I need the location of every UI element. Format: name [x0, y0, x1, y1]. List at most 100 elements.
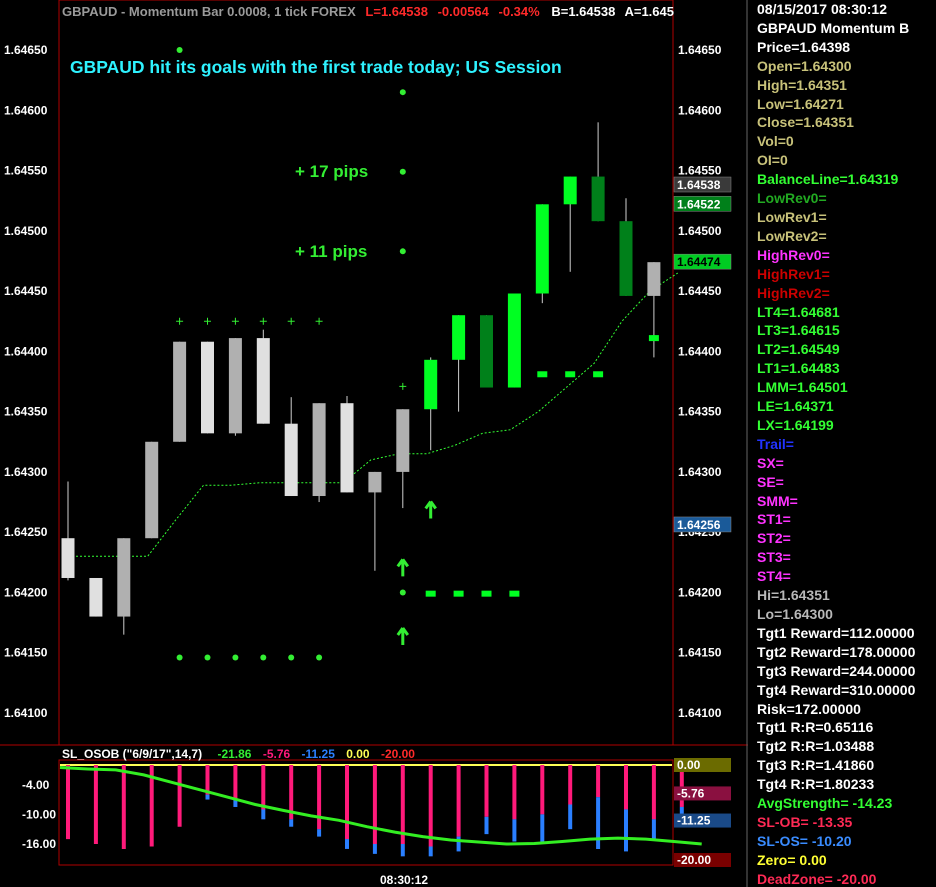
data-window-line: LT3=1.64615: [757, 322, 840, 339]
price-tick-right: 1.64550: [678, 164, 722, 178]
price-tick-left: 1.64500: [4, 224, 48, 238]
price-tick-right: 1.64500: [678, 224, 722, 238]
price-tick-left: 1.64450: [4, 284, 48, 298]
data-window-line: Trail=: [757, 435, 794, 452]
osob-value-5: -20.00: [381, 747, 415, 761]
data-window-line: LT2=1.64549: [757, 341, 840, 358]
low-dot: [176, 654, 183, 661]
candle-body: [591, 176, 605, 222]
level-dash: [509, 590, 520, 597]
candle-body: [647, 262, 661, 296]
data-window-line: OI=0: [757, 152, 788, 169]
plus-mark: [287, 317, 295, 325]
up-arrow: [396, 558, 410, 577]
level-dash: [648, 335, 659, 342]
price-tag-box: [673, 196, 732, 212]
candle-body: [201, 341, 214, 434]
data-window-line: Risk=172.00000: [757, 700, 861, 717]
osob-name: SL_OSOB ("6/9/17",14,7): [62, 747, 202, 761]
price-tick-left: 1.64400: [4, 344, 48, 358]
data-window-line: HighRev0=: [757, 246, 830, 263]
target-dot: [399, 89, 406, 96]
osob-indicator: -4.00 -10.00 -16.00 0.00 -5.76 -11.25 -20.00: [22, 758, 731, 867]
plus-mark: [315, 317, 323, 325]
data-window-line: SE=: [757, 473, 784, 490]
data-window-line: 08/15/2017 08:30:12: [757, 1, 887, 17]
price-tick-left: 1.64150: [4, 646, 48, 660]
data-window-line: SL-OB= -13.35: [757, 813, 853, 830]
pips-17-label: + 17 pips: [295, 162, 368, 181]
candle-body: [228, 338, 242, 434]
symbol-header: GBPAUD - Momentum Bar 0.0008, 1 tick FOR…: [62, 4, 674, 19]
candle-body: [61, 538, 75, 578]
osob-tick: -16.00: [22, 837, 56, 851]
data-window-line: ST4=: [757, 568, 791, 585]
target-dot: [399, 168, 406, 175]
osob-value-2: -5.76: [263, 747, 291, 761]
candle-body: [507, 293, 521, 388]
data-window-line: LowRev0=: [757, 190, 827, 207]
data-window-line: Tgt2 R:R=1.03488: [757, 738, 875, 755]
data-window-line: Tgt2 Reward=178.00000: [757, 643, 916, 660]
level-dash: [481, 590, 492, 597]
data-window-line: ST2=: [757, 530, 791, 547]
candle-body: [424, 359, 438, 410]
osob-tag-box: [674, 813, 731, 828]
ask-price: A=1.645: [624, 4, 674, 19]
data-window-line: Open=1.64300: [757, 57, 852, 74]
price-panel-frame: [58, 0, 674, 746]
data-window-line: SMM=: [757, 492, 798, 509]
candle-body: [368, 471, 382, 493]
osob-tag-box: [674, 853, 731, 867]
data-window-line: Zero= 0.00: [757, 851, 827, 868]
price-tick-left: 1.64650: [4, 43, 48, 57]
price-tick-right: 1.64150: [678, 646, 722, 660]
price-tag-box: [673, 253, 732, 270]
data-window-line: Tgt1 R:R=0.65116: [757, 719, 874, 736]
low-dot: [260, 654, 267, 661]
plus-mark: [399, 382, 407, 390]
data-window-line: Lo=1.64300: [757, 606, 833, 622]
price-tag-text: 1.64256: [677, 518, 721, 532]
price-tag-text: 1.64538: [677, 178, 721, 192]
price-tick-right: 1.64350: [678, 405, 722, 419]
data-window-line: BalanceLine=1.64319: [757, 171, 899, 188]
data-window-line: HighRev1=: [757, 265, 830, 282]
data-window-line: LowRev1=: [757, 208, 827, 225]
target-dot: [399, 589, 406, 596]
balance-line: [64, 272, 679, 557]
balance-line-path: [64, 272, 679, 557]
signal-marks: [176, 47, 659, 661]
data-window-line: SX=: [757, 454, 784, 471]
up-arrow: [396, 627, 410, 646]
up-arrow: [424, 500, 437, 519]
candle-body: [284, 423, 298, 497]
candle-body: [396, 409, 410, 472]
price-tick-left: 1.64250: [4, 525, 48, 539]
change-pct: -0.34%: [499, 4, 541, 19]
data-window-line: High=1.64351: [757, 76, 847, 93]
data-window-line: LE=1.64371: [757, 398, 834, 415]
data-window-line: Tgt1 Reward=112.00000: [757, 624, 915, 641]
data-window-line: Hi=1.64351: [757, 587, 830, 604]
osob-tick: -10.00: [22, 807, 56, 821]
candle-body: [312, 403, 326, 497]
osob-tag-text: 0.00: [677, 758, 701, 772]
osob-tag-box: [674, 758, 731, 772]
symbol-text: GBPAUD - Momentum Bar 0.0008, 1 tick FOR…: [62, 4, 356, 19]
candle-body: [535, 204, 549, 294]
price-tag-text: 1.64522: [677, 197, 721, 211]
low-dot: [232, 654, 239, 661]
low-dot: [316, 654, 323, 661]
chart-annotation-title: GBPAUD hit its goals with the first trad…: [70, 57, 562, 77]
low-dot: [288, 654, 295, 661]
last-price: L=1.64538: [365, 4, 428, 19]
candle-body: [145, 441, 159, 539]
data-window-line: AvgStrength= -14.23: [757, 795, 893, 812]
data-window-line: Tgt4 R:R=1.80233: [757, 776, 875, 793]
data-window-line: Close=1.64351: [757, 114, 854, 131]
level-dash: [453, 590, 464, 597]
price-tick-right: 1.64650: [678, 43, 722, 57]
